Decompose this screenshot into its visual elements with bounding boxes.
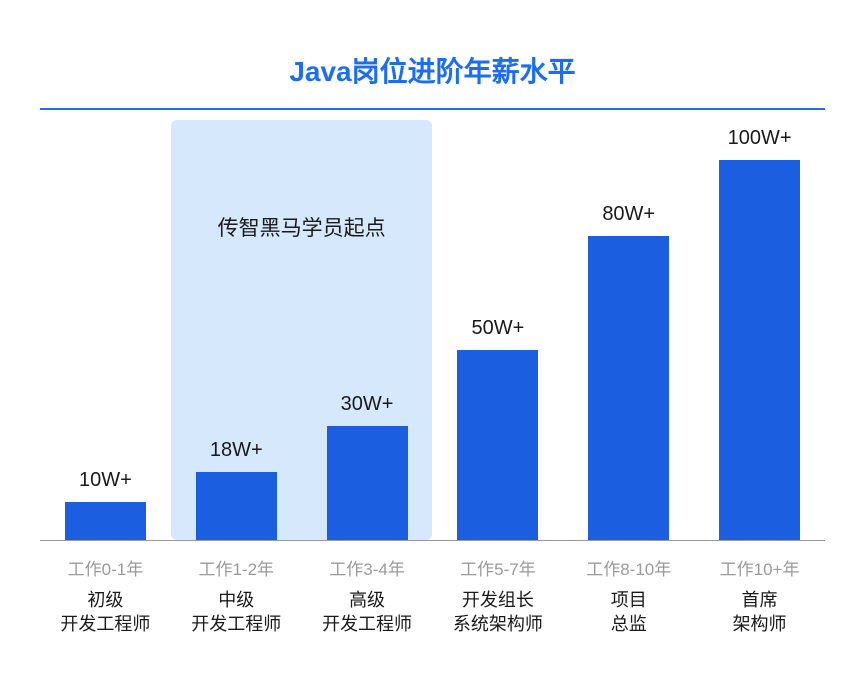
bar-slot: 30W+	[302, 110, 433, 540]
bar-value-label: 18W+	[210, 439, 263, 462]
bar	[327, 426, 408, 540]
bar	[719, 160, 800, 540]
bar-value-label: 80W+	[602, 203, 655, 226]
bar	[588, 236, 669, 540]
years-label: 工作3-4年	[302, 555, 433, 580]
bars-row: 10W+ 18W+ 30W+ 50W+ 80W+ 100W+	[40, 110, 825, 540]
chart-title: Java岗位进阶年薪水平	[30, 50, 835, 90]
bar-slot: 18W+	[171, 110, 302, 540]
role-label: 中级 开发工程师	[171, 588, 302, 637]
bar-slot: 80W+	[563, 110, 694, 540]
years-label: 工作5-7年	[432, 555, 563, 580]
axis-label-slot: 工作8-10年项目 总监	[563, 555, 694, 637]
plot-area: 传智黑马学员起点 10W+18W+30W+50W+80W+100W+	[40, 110, 825, 540]
axis-label-slot: 工作3-4年高级 开发工程师	[302, 555, 433, 637]
axis-label-slot: 工作0-1年初级 开发工程师	[40, 555, 171, 637]
axis-label-slot: 工作5-7年开发组长 系统架构师	[432, 555, 563, 637]
axis-label-slot: 工作10+年首席 架构师	[694, 555, 825, 637]
bar	[457, 350, 538, 540]
axis-label-slot: 工作1-2年中级 开发工程师	[171, 555, 302, 637]
years-label: 工作8-10年	[563, 555, 694, 580]
bar-slot: 100W+	[694, 110, 825, 540]
role-label: 开发组长 系统架构师	[432, 588, 563, 637]
years-label: 工作1-2年	[171, 555, 302, 580]
bar	[196, 472, 277, 540]
bar-slot: 10W+	[40, 110, 171, 540]
chart-baseline	[40, 540, 825, 541]
bar-value-label: 50W+	[471, 317, 524, 340]
labels-row: 工作0-1年初级 开发工程师工作1-2年中级 开发工程师工作3-4年高级 开发工…	[40, 555, 825, 637]
bar-value-label: 10W+	[79, 469, 132, 492]
role-label: 首席 架构师	[694, 588, 825, 637]
bar-value-label: 100W+	[728, 127, 792, 150]
bar-slot: 50W+	[432, 110, 563, 540]
years-label: 工作0-1年	[40, 555, 171, 580]
bar	[65, 502, 146, 540]
salary-chart: Java岗位进阶年薪水平 传智黑马学员起点 10W+18W+30W+50W+80…	[0, 0, 865, 675]
role-label: 项目 总监	[563, 588, 694, 637]
role-label: 初级 开发工程师	[40, 588, 171, 637]
bar-value-label: 30W+	[341, 393, 394, 416]
role-label: 高级 开发工程师	[302, 588, 433, 637]
years-label: 工作10+年	[694, 555, 825, 580]
